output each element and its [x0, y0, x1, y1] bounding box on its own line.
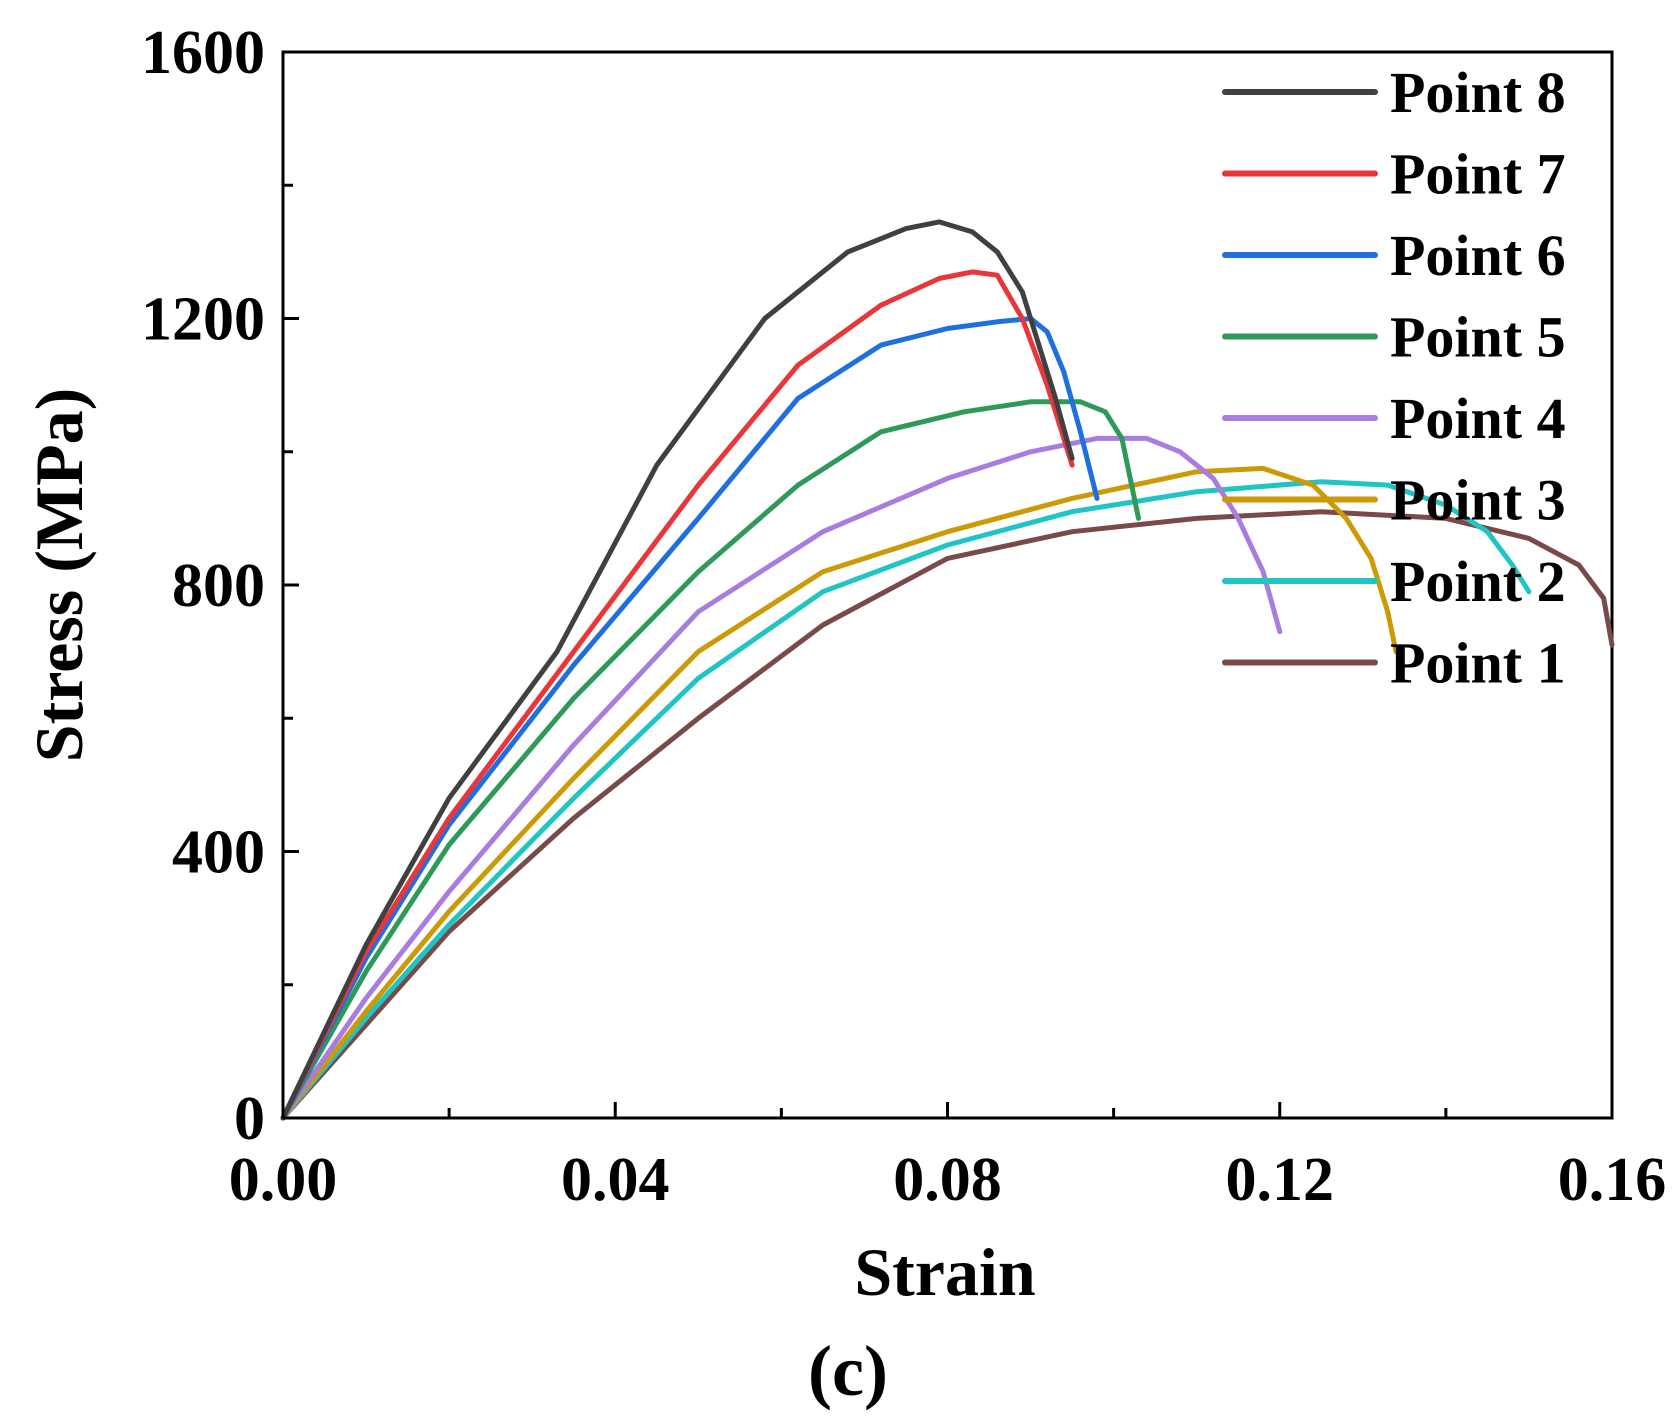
y-tick-label: 0: [234, 1085, 265, 1153]
series-line-point-3: [280, 465, 1399, 1121]
x-tick-label: 0.12: [1226, 1146, 1335, 1214]
x-tick-label: 0.00: [229, 1146, 338, 1214]
y-tick-label: 1600: [141, 19, 265, 87]
series-layer: [280, 219, 1615, 1121]
legend-label: Point 4: [1390, 386, 1566, 451]
x-tick-label: 0.08: [893, 1146, 1002, 1214]
legend: Point 8 Point 7 Point 6 Point 5 Point 4 Point…: [1222, 60, 1566, 696]
x-tick-label: 0.04: [561, 1146, 670, 1214]
legend-label: Point 3: [1390, 468, 1566, 533]
y-tick-label: 800: [172, 552, 265, 620]
x-tick-label: 0.16: [1558, 1146, 1667, 1214]
series-line-point-8: [280, 219, 1075, 1121]
x-axis-title: Strain: [854, 1234, 1035, 1310]
y-tick-label: 400: [172, 819, 265, 887]
series-line-point-6: [280, 316, 1100, 1121]
legend-label: Point 6: [1390, 223, 1566, 288]
legend-label: Point 8: [1390, 60, 1566, 125]
y-axis-title: Stress (MPa): [21, 388, 97, 763]
legend-label: Point 2: [1390, 549, 1566, 614]
series-line-point-7: [280, 269, 1075, 1121]
legend-label: Point 7: [1390, 142, 1566, 207]
legend-label: Point 1: [1390, 631, 1566, 696]
figure-caption: (c): [808, 1331, 888, 1411]
legend-label: Point 5: [1390, 305, 1566, 370]
series-line-point-2: [280, 479, 1532, 1121]
series-line-point-4: [280, 435, 1283, 1121]
series-line-point-1: [280, 509, 1615, 1121]
axis-ticks: 0.00 0.04 0.08 0.12 0.16 0 400 800 1200 1600: [141, 19, 1666, 1214]
series-line-point-5: [280, 399, 1141, 1121]
y-tick-label: 1200: [141, 286, 265, 354]
